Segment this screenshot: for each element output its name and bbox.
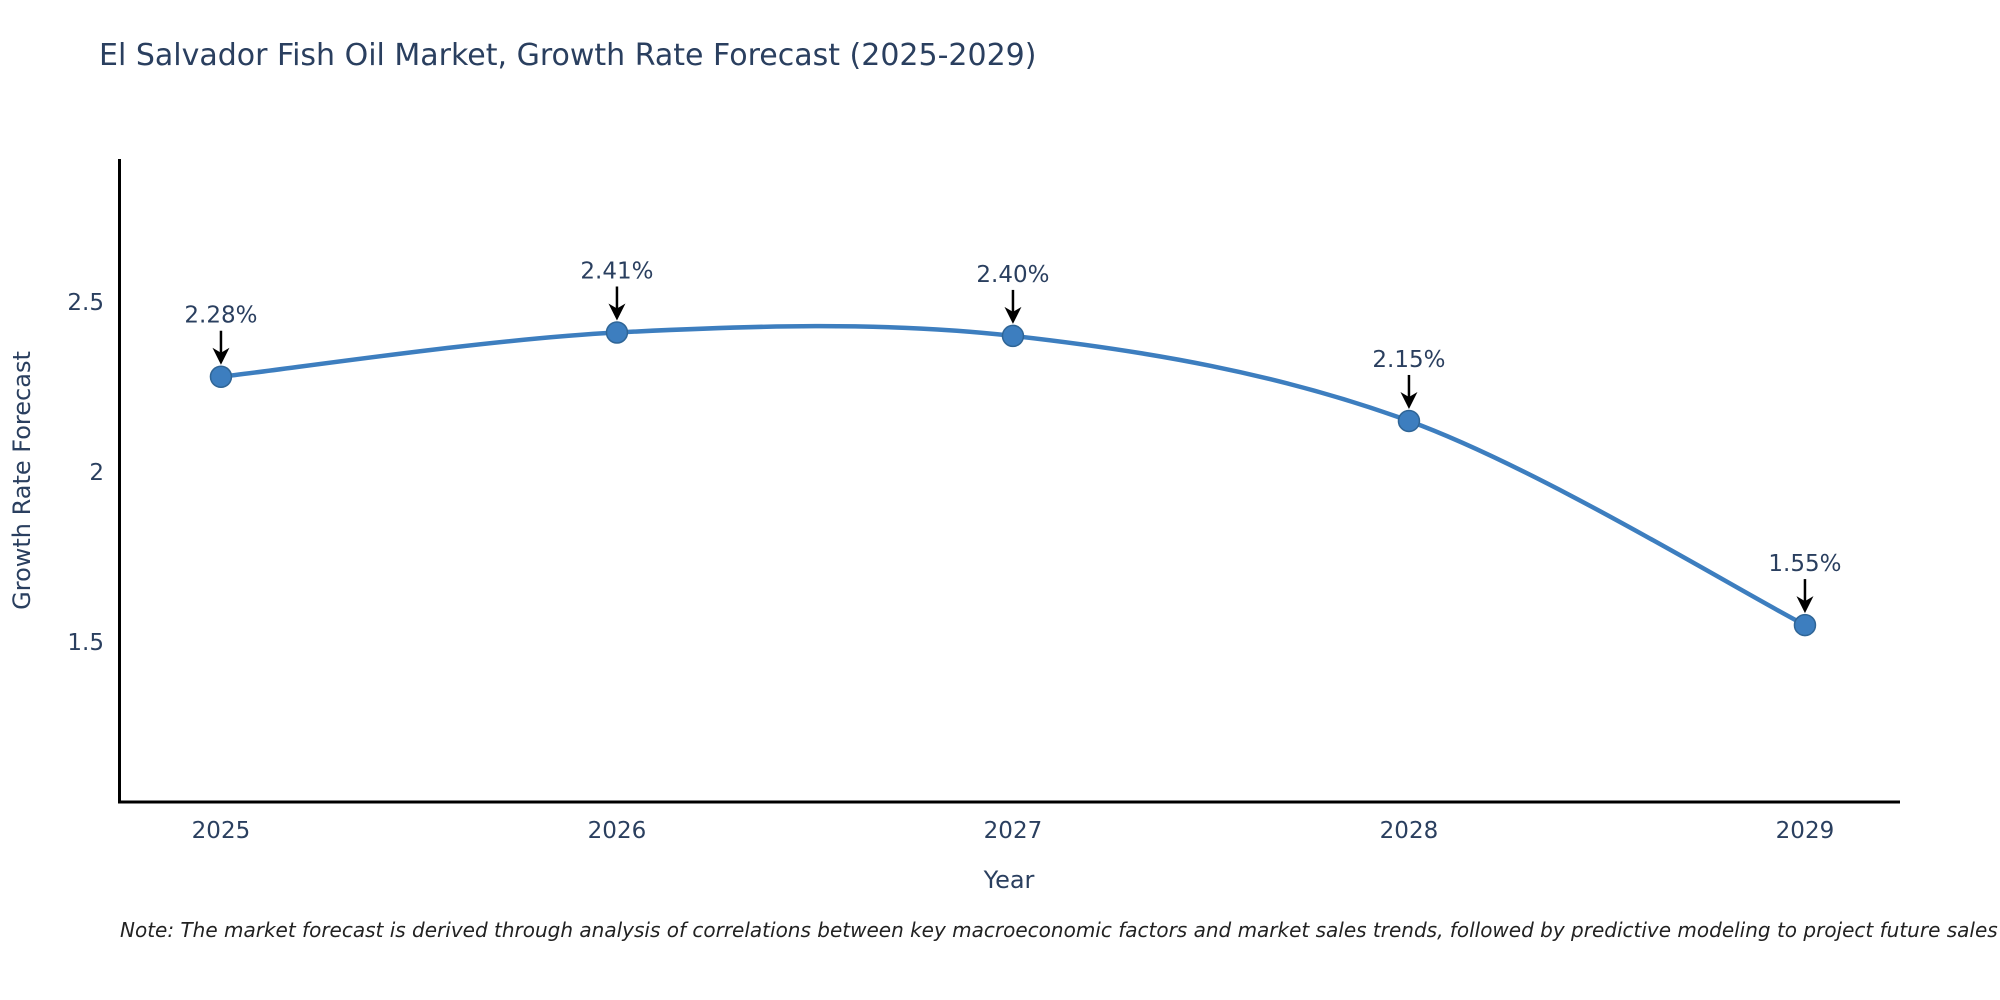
data-point-marker[interactable] xyxy=(1397,409,1421,433)
y-axis-tick-label: 2 xyxy=(89,460,104,486)
y-axis-tick-label: 2.5 xyxy=(67,290,104,316)
data-point-marker[interactable] xyxy=(209,365,233,388)
x-axis-tick-label: 2029 xyxy=(1776,818,1835,844)
annotation-arrowhead xyxy=(1004,306,1022,324)
annotation-arrowhead xyxy=(608,303,626,321)
y-axis-title: Growth Rate Forecast xyxy=(8,351,36,610)
annotation-label: 2.40% xyxy=(976,262,1049,288)
data-point-marker[interactable] xyxy=(605,321,629,344)
annotation-label: 1.55% xyxy=(1768,551,1841,577)
x-axis-tick-label: 2026 xyxy=(588,818,647,844)
annotation-label: 2.41% xyxy=(580,259,653,285)
annotation-label: 2.15% xyxy=(1372,347,1445,373)
data-point-marker[interactable] xyxy=(1793,613,1817,637)
x-axis-title: Year xyxy=(983,866,1035,894)
data-point-marker[interactable] xyxy=(1001,324,1025,348)
annotation-arrowhead xyxy=(212,347,230,365)
annotation-arrowhead xyxy=(1400,391,1418,409)
annotation-arrowhead xyxy=(1796,596,1814,614)
trend-line xyxy=(218,323,1808,628)
x-axis-tick-label: 2027 xyxy=(984,818,1043,844)
chart-title: El Salvador Fish Oil Market, Growth Rate… xyxy=(99,38,1037,73)
y-axis-tick-label: 1.5 xyxy=(67,630,104,656)
x-axis-tick-label: 2028 xyxy=(1380,818,1439,844)
chart-note: Note: The market forecast is derived thr… xyxy=(120,918,1998,942)
x-axis-tick-label: 2025 xyxy=(192,818,251,844)
annotation-label: 2.28% xyxy=(184,303,257,329)
